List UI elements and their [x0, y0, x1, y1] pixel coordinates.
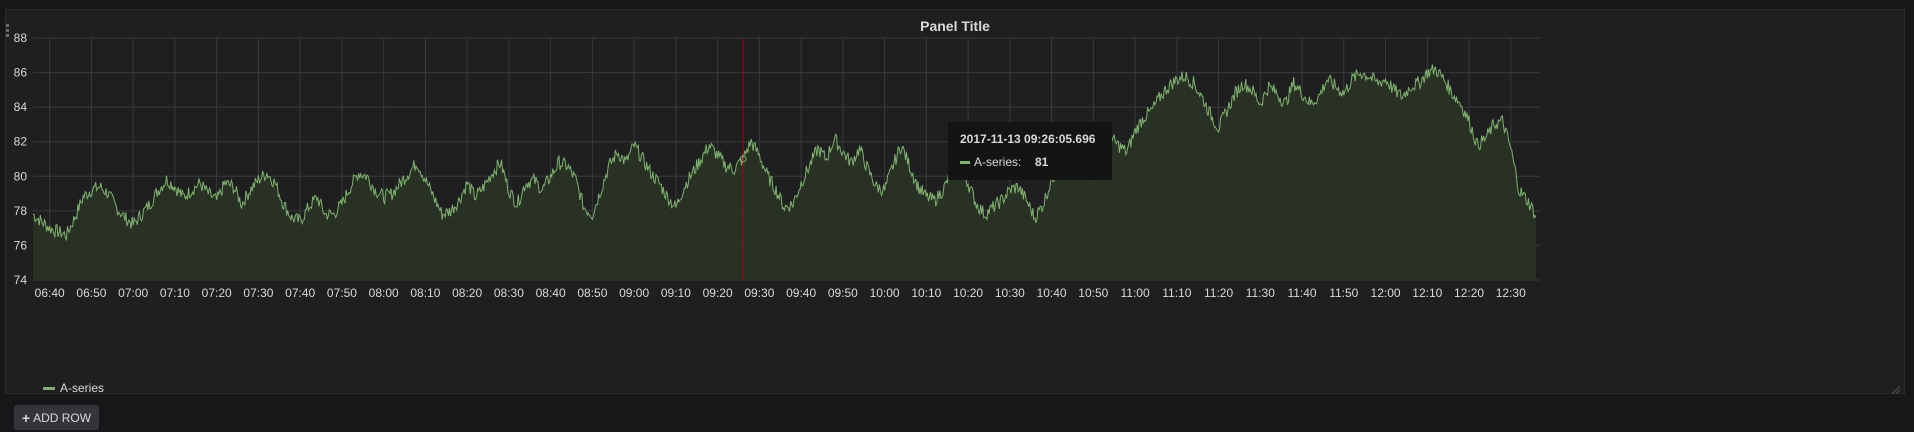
y-tick-label: 88: [14, 31, 28, 45]
y-tick-label: 84: [14, 100, 28, 114]
x-tick-label: 11:40: [1287, 286, 1316, 300]
x-tick-label: 07:00: [118, 286, 148, 300]
legend-label[interactable]: A-series: [60, 381, 105, 395]
x-tick-label: 12:10: [1412, 286, 1442, 300]
tooltip-swatch: [960, 160, 970, 164]
y-tick-label: 82: [14, 135, 28, 149]
add-row-label: ADD ROW: [33, 410, 92, 425]
chart[interactable]: 74 76 78 80 82 84 86 88 06:40 06:50 07:00 07:10 07:…: [6, 10, 1906, 370]
graph-panel[interactable]: Panel Title 74 76 78 80 82 84 86 88 06:40 06:50 0…: [5, 9, 1906, 395]
x-axis-labels: 06:40 06:50 07:00 07:10 07:20 07:30 07:40 07:50…: [35, 286, 1526, 300]
resize-handle-icon[interactable]: [1891, 381, 1901, 395]
y-tick-label: 76: [14, 238, 28, 252]
x-tick-label: 11:50: [1329, 286, 1358, 300]
x-tick-label: 06:40: [35, 286, 65, 300]
plus-icon: +: [21, 409, 31, 426]
panel-title[interactable]: Panel Title: [920, 18, 990, 34]
x-tick-label: 11:10: [1162, 286, 1191, 300]
tooltip-time: 2017-11-13 09:26:05.696: [960, 132, 1096, 146]
x-tick-label: 09:00: [619, 286, 649, 300]
x-tick-label: 08:40: [536, 286, 566, 300]
hover-point: [739, 155, 747, 163]
x-tick-label: 08:30: [494, 286, 524, 300]
drag-handle-icon[interactable]: [6, 24, 10, 38]
x-tick-label: 09:40: [786, 286, 816, 300]
x-tick-label: 09:50: [828, 286, 858, 300]
legend-swatch: [43, 386, 55, 390]
graph-tooltip: 2017-11-13 09:26:05.696 A-series: 81: [948, 122, 1112, 180]
tooltip-series: A-series:: [974, 155, 1022, 169]
series-area-fill: [33, 64, 1536, 280]
x-tick-label: 10:00: [870, 286, 900, 300]
x-tick-label: 07:20: [202, 286, 232, 300]
x-tick-label: 12:00: [1371, 286, 1401, 300]
x-tick-label: 10:20: [953, 286, 983, 300]
x-tick-label: 07:10: [160, 286, 190, 300]
x-tick-label: 08:10: [410, 286, 440, 300]
x-tick-label: 12:30: [1496, 286, 1526, 300]
series-line: [32, 64, 1537, 242]
x-tick-label: 11:30: [1246, 286, 1275, 300]
x-tick-label: 10:40: [1037, 286, 1067, 300]
add-row-button[interactable]: + ADD ROW: [14, 405, 99, 430]
x-tick-label: 07:30: [243, 286, 273, 300]
x-tick-label: 09:10: [661, 286, 691, 300]
x-tick-label: 08:20: [452, 286, 482, 300]
y-tick-label: 86: [14, 66, 28, 80]
x-tick-label: 11:20: [1204, 286, 1233, 300]
x-tick-label: 10:10: [911, 286, 941, 300]
x-tick-label: 12:20: [1454, 286, 1484, 300]
x-tick-label: 11:00: [1121, 286, 1150, 300]
x-tick-label: 07:50: [327, 286, 357, 300]
y-tick-label: 80: [14, 169, 28, 183]
x-tick-label: 09:20: [703, 286, 733, 300]
x-tick-label: 06:50: [76, 286, 106, 300]
legend[interactable]: A-series: [43, 381, 104, 395]
tooltip-value: 81: [1035, 155, 1049, 169]
x-tick-label: 08:50: [577, 286, 607, 300]
x-tick-label: 09:30: [744, 286, 774, 300]
y-tick-label: 78: [14, 204, 28, 218]
y-axis-labels: 74 76 78 80 82 84 86 88: [14, 31, 28, 287]
x-tick-label: 07:40: [285, 286, 315, 300]
x-tick-label: 08:00: [369, 286, 399, 300]
x-tick-label: 10:50: [1078, 286, 1108, 300]
x-tick-label: 10:30: [995, 286, 1025, 300]
y-tick-label: 74: [14, 273, 28, 287]
